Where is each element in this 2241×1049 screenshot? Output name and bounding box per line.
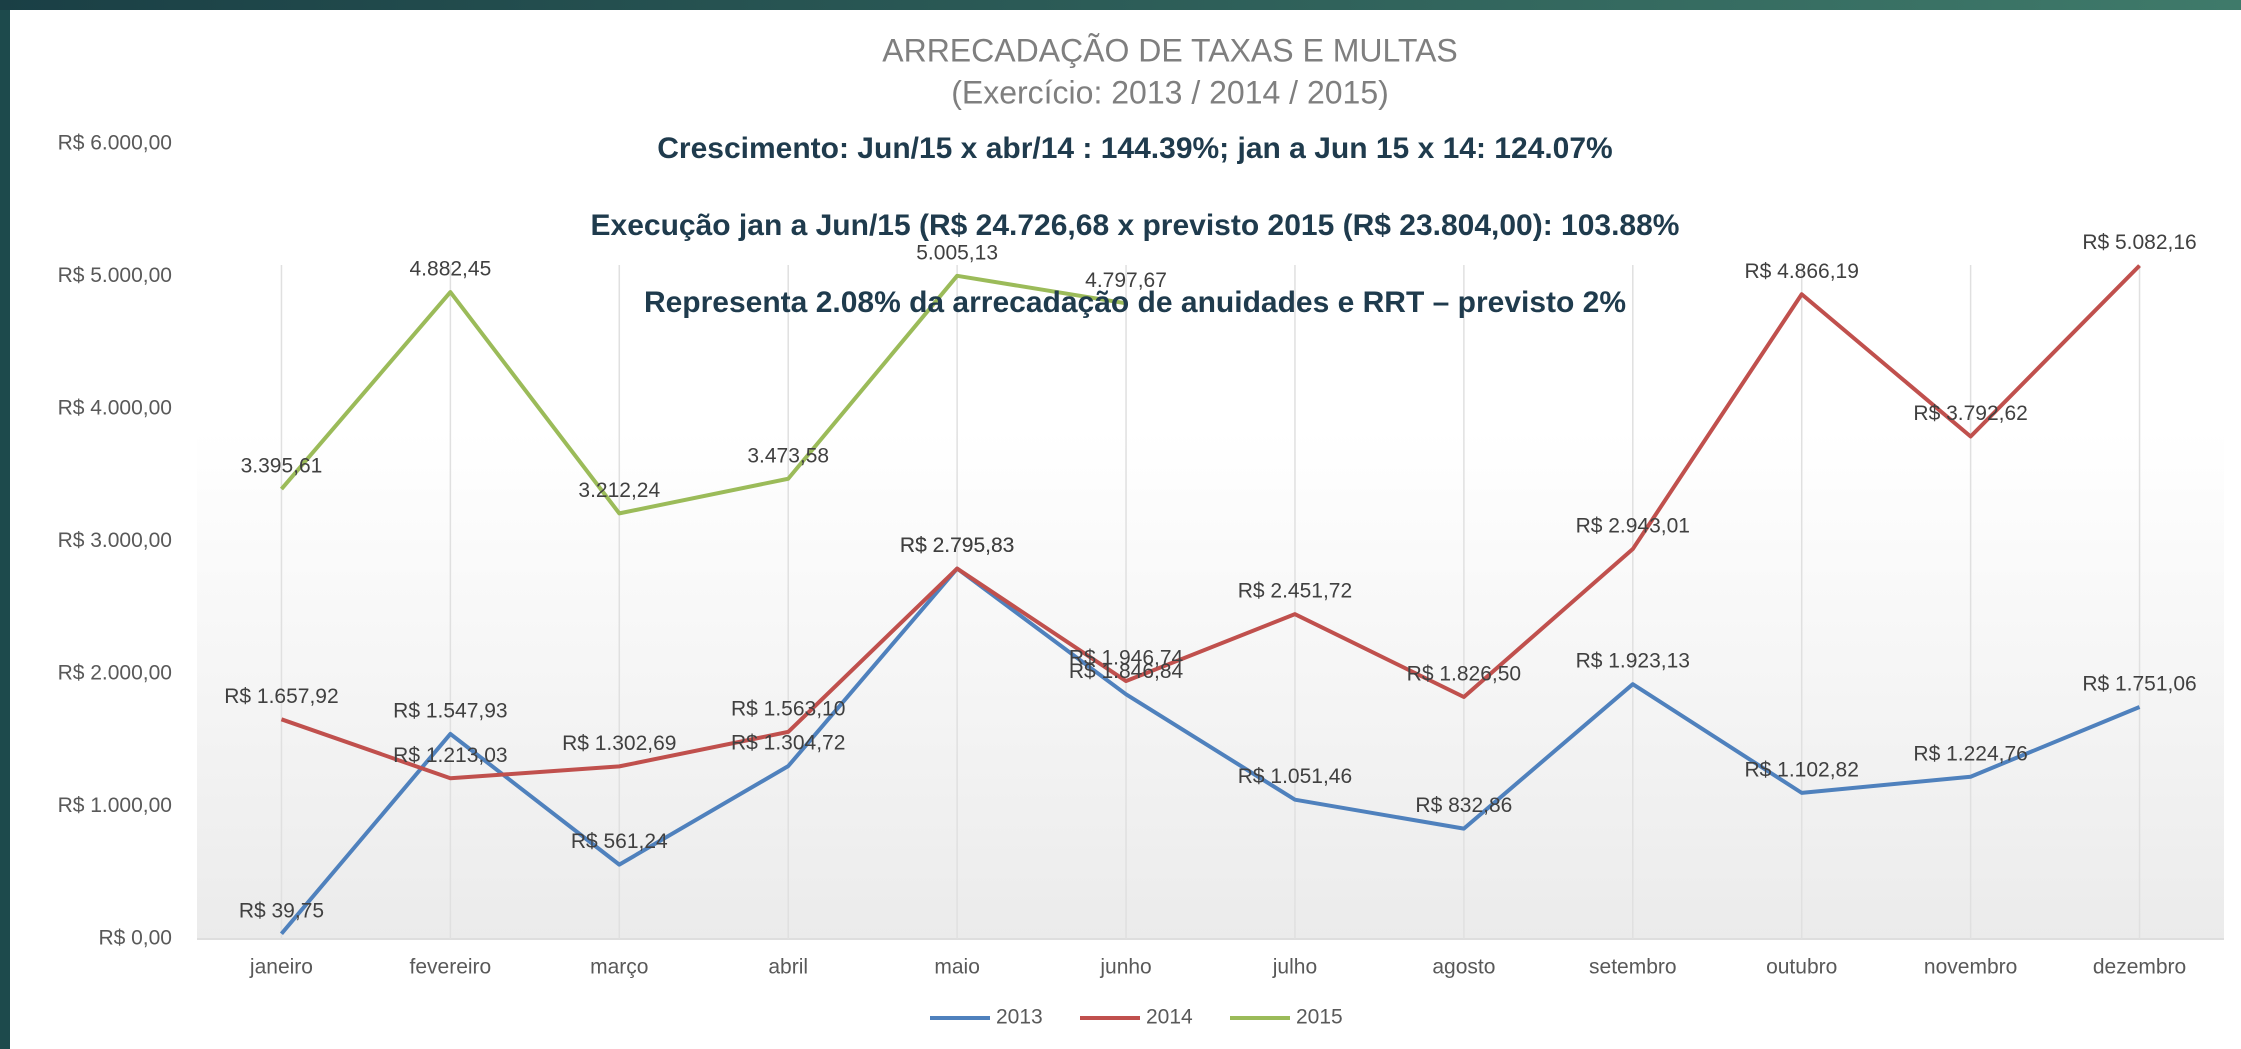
value-label: R$ 1.923,13	[1576, 650, 1690, 673]
value-label: 5.005,13	[916, 241, 998, 264]
x-tick-label: abril	[768, 956, 808, 979]
chart-title: ARRECADAÇÃO DE TAXAS E MULTAS	[882, 32, 1458, 68]
legend-label: 2015	[1296, 1006, 1343, 1029]
value-label: R$ 5.082,16	[2082, 231, 2196, 254]
annotation: Crescimento: Jun/15 x abr/14 : 144.39%; …	[657, 132, 1612, 165]
y-tick-label: R$ 1.000,00	[58, 794, 172, 817]
value-label: 3.212,24	[578, 479, 660, 502]
legend: 2013 2014 2015	[930, 1006, 1343, 1029]
series-line	[279, 273, 1127, 516]
legend-label: 2013	[996, 1006, 1043, 1029]
y-tick-label: R$ 6.000,00	[58, 132, 172, 155]
y-tick-label: R$ 5.000,00	[58, 264, 172, 287]
value-label: R$ 1.213,03	[393, 744, 507, 767]
value-label: 4.797,67	[1085, 269, 1167, 292]
legend-label: 2014	[1146, 1006, 1193, 1029]
value-label: R$ 2.943,01	[1576, 515, 1690, 538]
value-label: R$ 1.751,06	[2082, 673, 2196, 696]
value-label: R$ 1.224,76	[1913, 742, 2027, 765]
y-tick-label: R$ 2.000,00	[58, 662, 172, 685]
x-tick-label: novembro	[1924, 956, 2017, 979]
annotation: Representa 2.08% da arrecadação de anuid…	[644, 286, 1626, 319]
value-label: R$ 561,24	[571, 830, 668, 853]
x-tick-label: janeiro	[249, 956, 313, 979]
value-label: 3.395,61	[241, 455, 323, 478]
series-line	[279, 566, 2141, 936]
x-tick-label: agosto	[1432, 956, 1495, 979]
value-label: R$ 1.102,82	[1744, 758, 1858, 781]
x-tick-label: julho	[1272, 956, 1317, 979]
x-tick-label: março	[590, 956, 648, 979]
top-bar	[0, 0, 2241, 10]
x-tick-label: outubro	[1766, 956, 1837, 979]
grid: R$ 0,00 R$ 1.000,00 R$ 2.000,00 R$ 3.000,00…	[58, 132, 2224, 979]
value-label: R$ 1.826,50	[1407, 663, 1521, 686]
y-tick-label: R$ 0,00	[98, 927, 172, 950]
value-label: R$ 4.866,19	[1744, 260, 1858, 283]
x-tick-label: dezembro	[2093, 956, 2186, 979]
value-label: R$ 2.795,83	[900, 534, 1014, 557]
series-line	[280, 264, 2141, 781]
x-tick-label: setembro	[1589, 956, 1677, 979]
value-label: 3.473,58	[747, 444, 829, 467]
value-label: 4.882,45	[410, 258, 492, 281]
value-label: R$ 1.657,92	[224, 685, 338, 708]
value-label: R$ 1.302,69	[562, 732, 676, 755]
value-label: R$ 1.946,74	[1069, 647, 1184, 670]
x-tick-label: maio	[934, 956, 980, 979]
value-label: R$ 1.563,10	[731, 697, 845, 720]
value-label: R$ 2.451,72	[1238, 580, 1352, 603]
value-labels: R$ 39,75 R$ 1.547,93 R$ 561,24 R$ 1.304,72 R…	[224, 231, 2197, 922]
value-label: R$ 2.795,83	[900, 534, 1014, 557]
chart-subtitle: (Exercício: 2013 / 2014 / 2015)	[951, 74, 1389, 110]
value-label: R$ 1.051,46	[1238, 765, 1352, 788]
annotation: Execução jan a Jun/15 (R$ 24.726,68 x pr…	[591, 209, 1680, 242]
lines	[279, 264, 2141, 936]
x-tick-label: junho	[1099, 956, 1151, 979]
y-tick-label: R$ 4.000,00	[58, 397, 172, 420]
value-label: R$ 832,86	[1415, 794, 1512, 817]
y-tick-label: R$ 3.000,00	[58, 529, 172, 552]
value-label: R$ 3.792,62	[1913, 402, 2027, 425]
value-label: R$ 39,75	[239, 899, 324, 922]
value-label: R$ 1.547,93	[393, 699, 507, 722]
value-label: R$ 1.304,72	[731, 732, 845, 755]
x-tick-label: fevereiro	[410, 956, 492, 979]
value-label: R$ 1.846,84	[1069, 660, 1184, 683]
plot-background	[197, 260, 2224, 940]
